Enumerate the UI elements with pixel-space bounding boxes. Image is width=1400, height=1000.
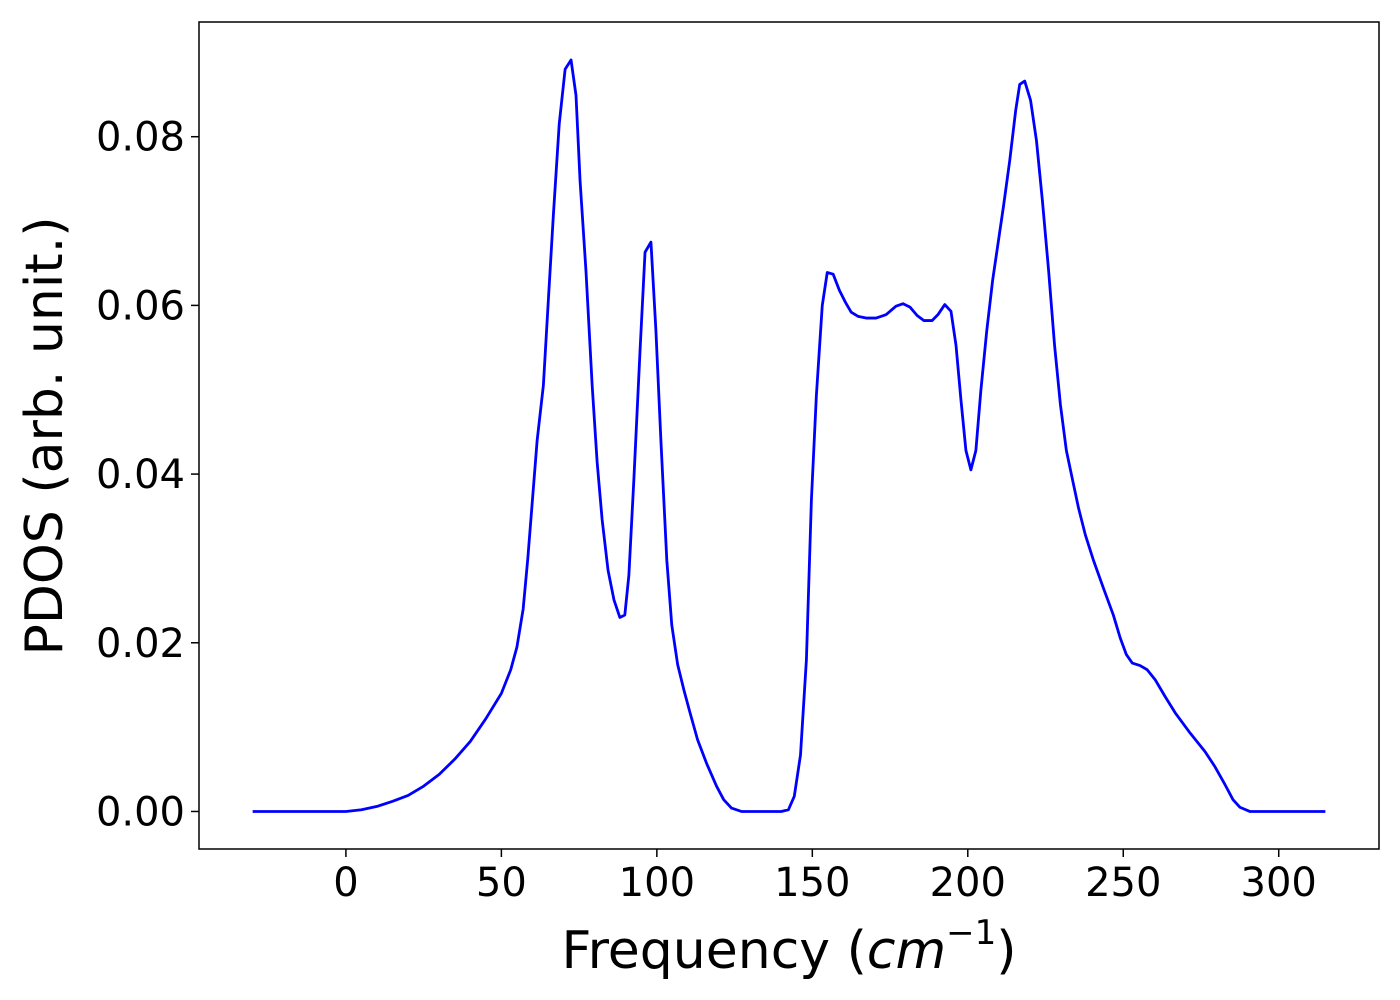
x-label-unit: cm (867, 921, 946, 981)
x-tick-label: 150 (774, 860, 850, 906)
x-tick-label: 300 (1241, 860, 1317, 906)
x-tick-label: 50 (476, 860, 527, 906)
y-tick-label: 0.02 (96, 621, 185, 667)
plot-frame (198, 21, 1380, 850)
y-tick-label: 0.06 (96, 283, 185, 329)
y-tick-label: 0.04 (96, 452, 185, 498)
x-tick-label: 250 (1085, 860, 1161, 906)
y-axis-label: PDOS (arb. unit.) (15, 216, 75, 655)
y-tick-label: 0.00 (96, 789, 185, 835)
data-line (252, 58, 1326, 813)
y-tick-label: 0.08 (96, 115, 185, 161)
x-tick-label: 100 (619, 860, 695, 906)
x-label-text: Frequency ( (561, 921, 866, 981)
x-label-close: ) (996, 921, 1016, 981)
x-tick-label: 0 (333, 860, 358, 906)
x-label-exponent: −1 (946, 913, 996, 953)
x-tick-label: 200 (930, 860, 1006, 906)
x-axis-label: Frequency (cm−1) (561, 913, 1016, 981)
